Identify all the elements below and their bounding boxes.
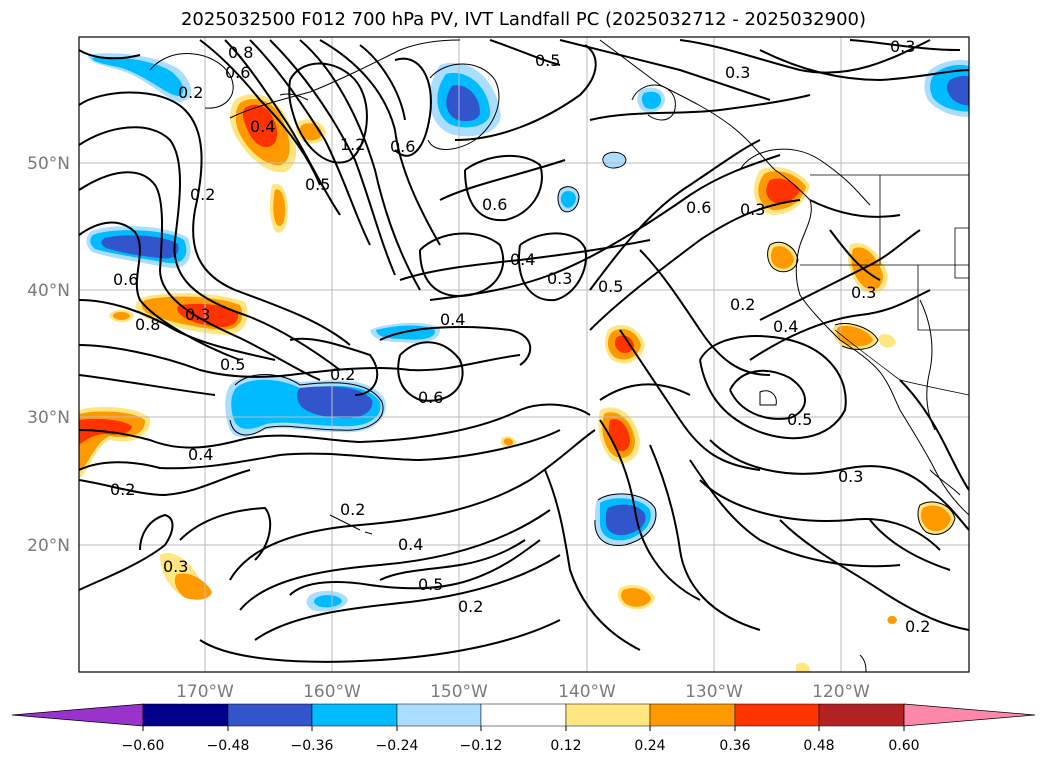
contour-label: 0.6 <box>418 388 443 407</box>
contour-label: 0.6 <box>482 195 507 214</box>
contour-label: 0.3 <box>740 200 765 219</box>
lon-label: 170°W <box>176 682 234 702</box>
colorbar-tick-label: −0.48 <box>207 738 250 754</box>
colorbar: −0.60 −0.48 −0.36 −0.24 −0.12 0.12 0.24 … <box>11 703 1036 754</box>
contour-label: 0.8 <box>135 315 160 334</box>
contour-label: 0.4 <box>510 250 535 269</box>
colorbar-tick-label: −0.12 <box>460 738 503 754</box>
contour-label: 0.6 <box>686 198 711 217</box>
colorbar-tick-label: 0.24 <box>634 738 665 754</box>
colorbar-segment <box>565 703 651 727</box>
contour-label: 0.2 <box>458 597 483 616</box>
contour-label: 0.4 <box>188 445 213 464</box>
contour-label: 0.4 <box>773 317 798 336</box>
contour-label: 0.3 <box>851 283 876 302</box>
borders <box>800 174 969 396</box>
contour-label: 0.3 <box>547 269 572 288</box>
thin-contours <box>149 53 956 547</box>
lat-label: 30°N <box>27 408 70 428</box>
contour-label: 0.3 <box>725 63 750 82</box>
contour-label: 0.6 <box>113 270 138 289</box>
map-title: 2025032500 F012 700 hPa PV, IVT Landfall… <box>180 9 867 30</box>
contour-label: 0.4 <box>398 535 423 554</box>
contour-label: 0.6 <box>225 63 250 82</box>
colorbar-segment <box>818 703 905 727</box>
contour-label: 0.3 <box>163 557 188 576</box>
contour-label: 0.3 <box>185 305 210 324</box>
contour-label: 0.5 <box>598 277 623 296</box>
colorbar-segment <box>649 703 736 727</box>
colorbar-segment <box>311 703 398 727</box>
contour-label: 0.2 <box>730 295 755 314</box>
lon-label: 130°W <box>685 682 743 702</box>
contour-label: 0.2 <box>190 185 215 204</box>
colorbar-tick-label: 0.36 <box>719 738 750 754</box>
colorbar-segment <box>227 703 313 727</box>
contour-label-group: 0.5 0.3 0.3 0.8 0.6 1.2 0.2 0.4 0.5 0.6 … <box>110 37 930 636</box>
colorbar-tick-label: −0.60 <box>122 738 165 754</box>
contour-label: 0.5 <box>418 575 443 594</box>
latitude-labels: 50°N 40°N 30°N 20°N <box>27 154 70 556</box>
contour-label: 0.8 <box>228 43 253 62</box>
colorbar-tick-label: −0.24 <box>376 738 419 754</box>
contour-label: 0.2 <box>110 480 135 499</box>
lon-label: 120°W <box>812 682 870 702</box>
map-panel <box>79 37 969 672</box>
contour-label: 0.4 <box>250 117 275 136</box>
contour-label: 0.6 <box>390 137 415 156</box>
colorbar-extend-high <box>903 703 1036 727</box>
colorbar-segment <box>734 703 820 727</box>
contour-label: 0.5 <box>220 355 245 374</box>
pv-shading <box>79 53 969 672</box>
contour-label: 0.3 <box>838 467 863 486</box>
contour-label: 0.3 <box>890 37 915 56</box>
lat-label: 20°N <box>27 536 70 556</box>
colorbar-tick-label: 0.60 <box>888 738 919 754</box>
lat-label: 40°N <box>27 281 70 301</box>
map-frame <box>78 36 970 673</box>
lon-label: 150°W <box>430 682 488 702</box>
contour-label: 0.2 <box>178 83 203 102</box>
lon-label: 160°W <box>303 682 361 702</box>
contour-label: 0.2 <box>330 365 355 384</box>
lon-label: 140°W <box>558 682 616 702</box>
contour-label: 0.5 <box>535 51 560 70</box>
colorbar-segment <box>396 703 482 727</box>
contour-label: 1.2 <box>340 135 365 154</box>
colorbar-tick-label: −0.36 <box>291 738 334 754</box>
pv-contours <box>79 39 969 663</box>
colorbar-segment <box>142 703 229 727</box>
contour-label: 0.2 <box>340 500 365 519</box>
longitude-labels: 170°W 160°W 150°W 140°W 130°W 120°W <box>176 682 870 702</box>
contour-label: 0.5 <box>305 175 330 194</box>
colorbar-segment <box>480 703 567 727</box>
contour-label: 0.2 <box>905 617 930 636</box>
contour-label: 0.4 <box>440 310 465 329</box>
colorbar-tick-label: 0.48 <box>803 738 834 754</box>
lat-label: 50°N <box>27 154 70 174</box>
coastlines <box>229 39 969 672</box>
colorbar-extend-low <box>11 703 144 727</box>
contour-label: 0.5 <box>787 410 812 429</box>
colorbar-tick-label: 0.12 <box>550 738 581 754</box>
